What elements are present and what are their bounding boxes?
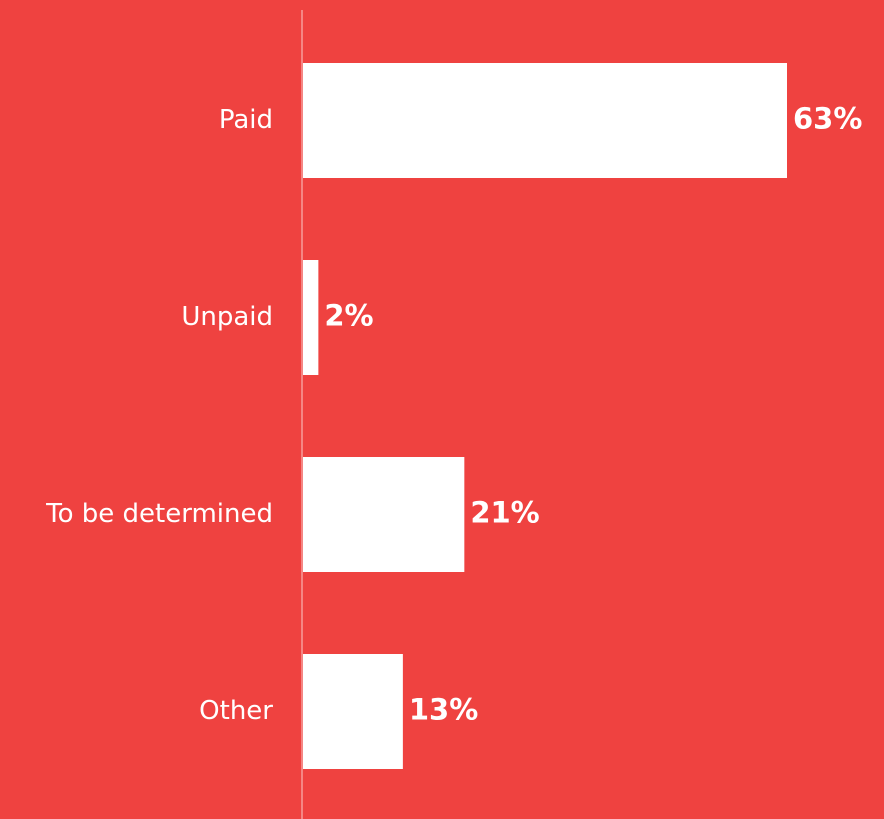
category-label-other: Other (199, 696, 273, 726)
bar-other (303, 654, 403, 769)
bar-unpaid (303, 260, 319, 375)
bar-paid (303, 63, 787, 178)
value-label-to-be-determined: 21% (470, 496, 539, 530)
value-label-paid: 63% (793, 102, 862, 136)
bars-group: Paid 63% Unpaid 2% To be determined 21% Other 1… (45, 63, 862, 769)
category-label-unpaid: Unpaid (181, 302, 273, 332)
category-label-to-be-determined: To be determined (45, 499, 273, 529)
value-label-other: 13% (409, 693, 478, 727)
value-label-unpaid: 2% (324, 299, 373, 333)
bar-to-be-determined (303, 457, 465, 572)
category-label-paid: Paid (219, 105, 273, 135)
